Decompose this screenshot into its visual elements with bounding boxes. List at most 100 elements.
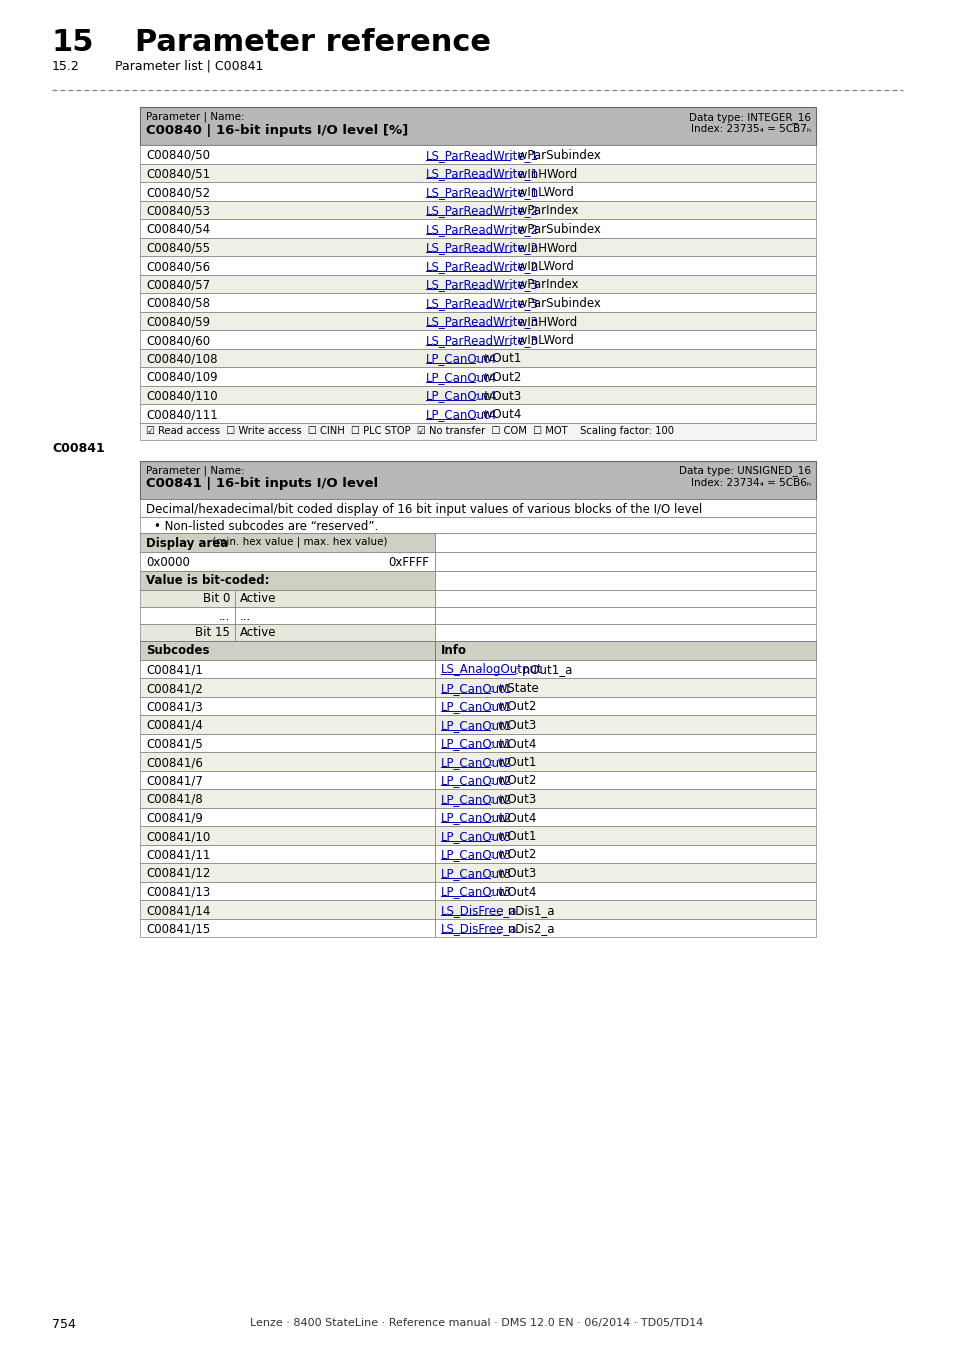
- Bar: [435, 624, 815, 640]
- Text: C00840/54: C00840/54: [146, 223, 210, 236]
- Text: LS_ParReadWrite_1: LS_ParReadWrite_1: [426, 148, 538, 162]
- Bar: [435, 918, 815, 937]
- Text: C00840/109: C00840/109: [146, 371, 217, 383]
- Bar: [140, 517, 815, 532]
- Text: C00841/10: C00841/10: [146, 830, 210, 842]
- Bar: [140, 460, 815, 498]
- Text: C00840/52: C00840/52: [146, 186, 210, 198]
- Text: : wInHWord: : wInHWord: [509, 242, 577, 255]
- Text: C00841/6: C00841/6: [146, 756, 203, 770]
- Bar: [140, 771, 435, 788]
- Text: LS_AnalogOutput: LS_AnalogOutput: [440, 663, 542, 676]
- Text: C00841/14: C00841/14: [146, 904, 211, 917]
- Bar: [435, 571, 815, 590]
- Bar: [435, 606, 815, 624]
- Bar: [435, 532, 815, 552]
- Text: C00841/12: C00841/12: [146, 867, 211, 880]
- Text: : wOut4: : wOut4: [490, 737, 537, 751]
- Bar: [140, 571, 435, 590]
- Text: C00840/55: C00840/55: [146, 242, 210, 255]
- Text: : wParSubindex: : wParSubindex: [509, 148, 600, 162]
- Text: C00840/53: C00840/53: [146, 204, 210, 217]
- Bar: [140, 404, 815, 423]
- Text: ...: ...: [218, 609, 230, 622]
- Text: LS_ParReadWrite_2: LS_ParReadWrite_2: [426, 223, 538, 236]
- Text: C00841: C00841: [52, 443, 105, 455]
- Text: LP_CanOut4: LP_CanOut4: [426, 352, 497, 366]
- Text: 754: 754: [52, 1318, 76, 1331]
- Text: : wInLWord: : wInLWord: [509, 333, 573, 347]
- Text: LS_ParReadWrite_1: LS_ParReadWrite_1: [426, 186, 538, 198]
- Text: C00841/11: C00841/11: [146, 849, 211, 861]
- Text: LP_CanOut4: LP_CanOut4: [426, 408, 497, 421]
- Bar: [435, 660, 815, 678]
- Bar: [435, 826, 815, 845]
- Bar: [140, 423, 815, 440]
- Text: C00841/13: C00841/13: [146, 886, 210, 899]
- Bar: [140, 312, 815, 329]
- Bar: [435, 900, 815, 918]
- Bar: [435, 678, 815, 697]
- Bar: [435, 788, 815, 807]
- Bar: [140, 900, 435, 918]
- Bar: [140, 807, 435, 826]
- Text: Lenze · 8400 StateLine · Reference manual · DMS 12.0 EN · 06/2014 · TD05/TD14: Lenze · 8400 StateLine · Reference manua…: [250, 1318, 703, 1328]
- Text: Parameter | Name:: Parameter | Name:: [146, 466, 244, 477]
- Text: : wInLWord: : wInLWord: [509, 261, 573, 273]
- Text: LS_DisFree_a: LS_DisFree_a: [440, 922, 517, 936]
- Text: : wParIndex: : wParIndex: [509, 278, 578, 292]
- Text: C00840/110: C00840/110: [146, 390, 217, 402]
- Text: : wOut4: : wOut4: [475, 408, 521, 421]
- Bar: [234, 624, 435, 640]
- Text: Value is bit-coded:: Value is bit-coded:: [146, 575, 269, 587]
- Text: : wOut4: : wOut4: [490, 811, 537, 825]
- Text: : wOut2: : wOut2: [490, 701, 537, 714]
- Bar: [435, 552, 815, 571]
- Text: ☑ Read access  ☐ Write access  ☐ CINH  ☐ PLC STOP  ☑ No transfer  ☐ COM  ☐ MOT  : ☑ Read access ☐ Write access ☐ CINH ☐ PL…: [146, 427, 673, 436]
- Bar: [140, 274, 815, 293]
- Text: : wInLWord: : wInLWord: [509, 186, 573, 198]
- Bar: [140, 293, 815, 312]
- Text: LS_ParReadWrite_3: LS_ParReadWrite_3: [426, 333, 538, 347]
- Text: LP_CanOut3: LP_CanOut3: [440, 830, 512, 842]
- Bar: [140, 624, 234, 640]
- Bar: [140, 826, 435, 845]
- Text: Decimal/hexadecimal/bit coded display of 16 bit input values of various blocks o: Decimal/hexadecimal/bit coded display of…: [146, 502, 701, 516]
- Text: C00841/4: C00841/4: [146, 720, 203, 732]
- Text: : wOut1: : wOut1: [490, 830, 537, 842]
- Text: LP_CanOut4: LP_CanOut4: [426, 371, 497, 383]
- Text: C00841/8: C00841/8: [146, 792, 203, 806]
- Bar: [140, 256, 815, 274]
- Bar: [435, 640, 815, 660]
- Text: : wOut3: : wOut3: [490, 792, 536, 806]
- Text: C00840/108: C00840/108: [146, 352, 217, 366]
- Text: Active: Active: [240, 593, 276, 606]
- Bar: [140, 590, 234, 606]
- Text: ...: ...: [240, 609, 251, 622]
- Text: 0xFFFF: 0xFFFF: [388, 555, 429, 568]
- Bar: [140, 182, 815, 201]
- Text: LS_ParReadWrite_2: LS_ParReadWrite_2: [426, 242, 538, 255]
- Text: C00840/58: C00840/58: [146, 297, 210, 310]
- Text: Index: 23734₄ = 5CB6ₕ: Index: 23734₄ = 5CB6ₕ: [690, 478, 810, 487]
- Text: Subcodes: Subcodes: [146, 644, 210, 657]
- Text: : wOut4: : wOut4: [490, 886, 537, 899]
- Text: C00841/15: C00841/15: [146, 922, 210, 936]
- Text: LP_CanOut2: LP_CanOut2: [440, 811, 512, 825]
- Text: Bit 0: Bit 0: [202, 593, 230, 606]
- Text: LP_CanOut3: LP_CanOut3: [440, 867, 512, 880]
- Text: C00840/57: C00840/57: [146, 278, 210, 292]
- Text: : wOut3: : wOut3: [475, 390, 521, 402]
- Bar: [140, 498, 815, 517]
- Bar: [140, 716, 435, 733]
- Bar: [140, 697, 435, 716]
- Text: : wOut3: : wOut3: [490, 867, 536, 880]
- Text: : wOut2: : wOut2: [475, 371, 521, 383]
- Text: LP_CanOut1: LP_CanOut1: [440, 737, 512, 751]
- Text: : wOut1: : wOut1: [475, 352, 521, 366]
- Text: : wParIndex: : wParIndex: [509, 204, 578, 217]
- Text: LP_CanOut3: LP_CanOut3: [440, 849, 512, 861]
- Bar: [140, 107, 815, 144]
- Text: : wOut2: : wOut2: [490, 849, 537, 861]
- Text: : wOut3: : wOut3: [490, 720, 536, 732]
